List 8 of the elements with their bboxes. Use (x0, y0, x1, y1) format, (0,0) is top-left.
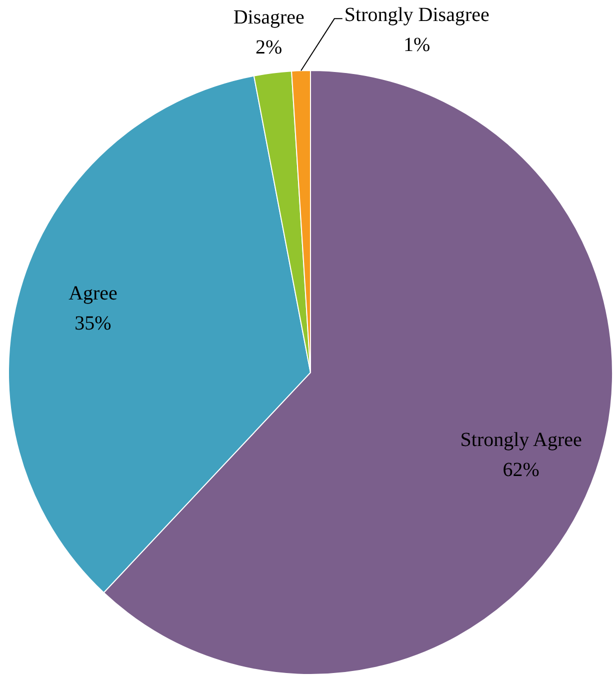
slice-label: Strongly Disagree (344, 4, 490, 26)
slice-label: Agree (68, 282, 118, 305)
data-label: 35% (74, 312, 112, 335)
data-label: 1% (404, 34, 430, 56)
slice-label: Strongly Agree (460, 429, 582, 452)
data-label: 2% (256, 36, 282, 58)
data-label: 62% (502, 459, 540, 482)
slice-label: Disagree (233, 6, 305, 28)
